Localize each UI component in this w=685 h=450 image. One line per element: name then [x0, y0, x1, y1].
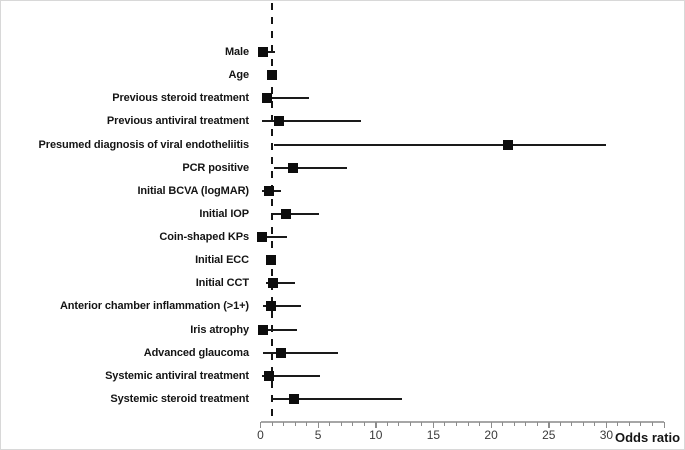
minor-tick [421, 422, 423, 426]
minor-tick [536, 422, 538, 426]
row-label: Advanced glaucoma [143, 346, 249, 359]
confidence-interval-line [261, 51, 276, 53]
odds-ratio-marker [263, 185, 274, 196]
minor-tick [352, 422, 354, 426]
row-label: Initial CCT [195, 277, 249, 290]
minor-tick [340, 422, 342, 426]
minor-tick [640, 422, 642, 426]
confidence-interval-line [261, 328, 298, 331]
row-label: Iris atrophy [190, 323, 249, 336]
odds-ratio-marker [273, 116, 284, 127]
odds-ratio-marker [268, 278, 279, 289]
minor-tick [329, 422, 331, 426]
confidence-interval-line [261, 120, 361, 123]
minor-tick [617, 422, 619, 426]
tick-label: 25 [542, 428, 556, 442]
row-label: Systemic antiviral treatment [105, 369, 249, 382]
minor-tick [271, 422, 273, 426]
row-label: Previous antiviral treatment [106, 115, 249, 128]
minor-tick [582, 422, 584, 426]
minor-tick [444, 422, 446, 426]
row-label: Systemic steroid treatment [110, 392, 249, 405]
tick-label: 5 [314, 428, 322, 442]
confidence-interval-line [262, 305, 301, 308]
x-axis-line [260, 421, 665, 423]
minor-tick [571, 422, 573, 426]
minor-tick [594, 422, 596, 426]
minor-tick [386, 422, 388, 426]
minor-tick [398, 422, 400, 426]
minor-tick [652, 422, 654, 426]
row-label: Coin-shaped KPs [159, 231, 249, 244]
odds-ratio-marker [503, 139, 514, 150]
row-label: Previous steroid treatment [112, 92, 249, 105]
row-label: Male [224, 46, 249, 58]
minor-tick [294, 422, 296, 426]
major-tick [260, 422, 262, 428]
odds-ratio-marker [257, 324, 268, 335]
row-label: Presumed diagnosis of viral endotheliiti… [38, 138, 250, 151]
major-tick [663, 422, 665, 428]
row-label: Initial IOP [199, 207, 249, 220]
odds-ratio-marker [256, 232, 267, 243]
minor-tick [513, 422, 515, 426]
minor-tick [409, 422, 411, 426]
minor-tick [479, 422, 481, 426]
confidence-interval-line [266, 282, 296, 285]
odds-ratio-marker [280, 208, 291, 219]
row-label: Anterior chamber inflammation (>1+) [59, 300, 249, 313]
odds-ratio-marker [276, 347, 287, 358]
major-tick [490, 422, 492, 428]
row-label: Initial BCVA (logMAR) [137, 184, 249, 197]
row-label: Initial ECC [195, 254, 249, 267]
odds-ratio-marker [287, 162, 298, 173]
major-tick [605, 422, 608, 428]
confidence-interval-line [274, 166, 347, 169]
confidence-interval-line [274, 143, 607, 146]
row-label: Age [228, 69, 250, 82]
tick-label: 10 [369, 428, 383, 442]
minor-tick [456, 422, 457, 426]
confidence-interval-line [270, 397, 403, 400]
minor-tick [525, 422, 527, 426]
tick-label: 30 [599, 428, 614, 442]
confidence-interval-line [262, 351, 338, 354]
minor-tick [306, 422, 308, 426]
odds-ratio-marker [267, 70, 278, 81]
reference-line-or-1 [270, 3, 274, 422]
confidence-interval-line [273, 212, 320, 215]
major-tick [375, 422, 377, 428]
minor-tick [628, 422, 630, 426]
minor-tick [467, 422, 469, 426]
confidence-interval-line [261, 236, 287, 239]
odds-ratio-marker [288, 393, 299, 404]
confidence-interval-line [261, 97, 309, 100]
major-tick [317, 422, 320, 428]
major-tick [548, 422, 550, 428]
minor-tick [502, 422, 504, 426]
row-label: PCR positive [182, 161, 249, 174]
tick-label: 15 [426, 428, 441, 442]
major-tick [432, 422, 435, 428]
x-axis-title: Odds ratio [615, 430, 681, 445]
odds-ratio-marker [265, 255, 276, 266]
odds-ratio-marker [262, 93, 273, 104]
minor-tick [283, 422, 285, 426]
tick-label: 20 [484, 428, 498, 442]
odds-ratio-marker [263, 370, 274, 381]
tick-label: 0 [257, 428, 264, 442]
odds-ratio-marker [257, 47, 268, 57]
minor-tick [559, 422, 561, 426]
odds-ratio-marker [265, 301, 276, 312]
minor-tick [363, 422, 365, 426]
confidence-interval-line [261, 374, 321, 377]
